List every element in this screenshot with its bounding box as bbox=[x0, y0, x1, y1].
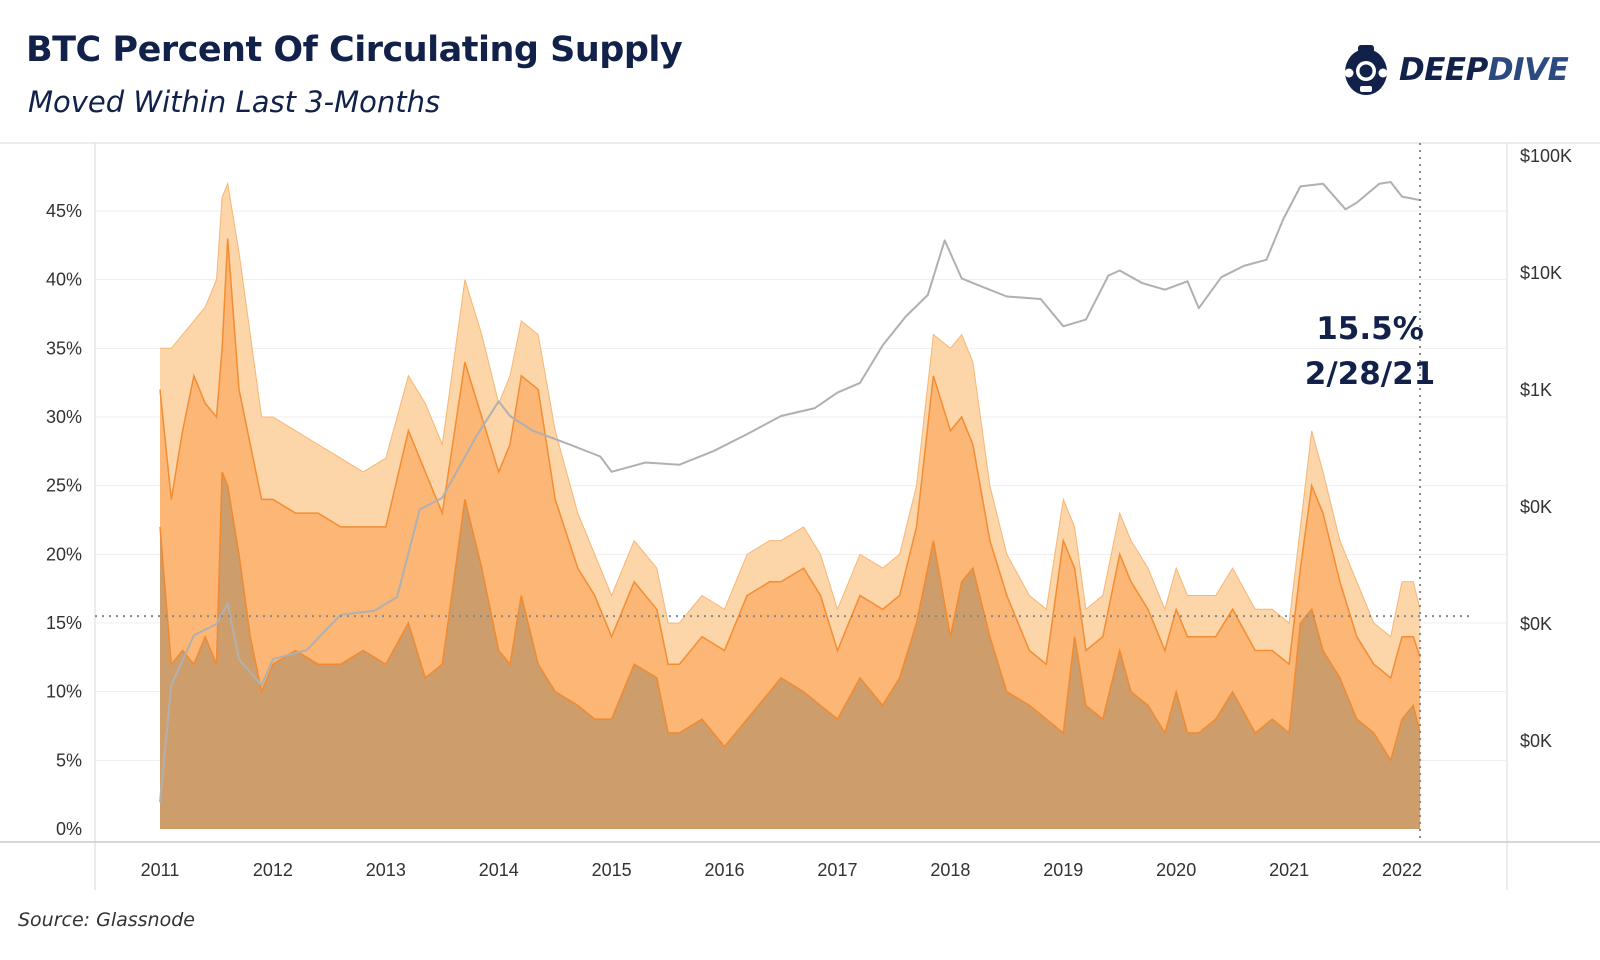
y-tick-label-left: 20% bbox=[46, 544, 82, 564]
diving-helmet-icon bbox=[1344, 45, 1388, 95]
y-tick-label-left: 10% bbox=[46, 682, 82, 702]
y-tick-label-left: 30% bbox=[46, 407, 82, 427]
y-tick-label-left: 25% bbox=[46, 476, 82, 496]
y-tick-label-left: 15% bbox=[46, 613, 82, 633]
x-tick-label: 2013 bbox=[366, 860, 406, 880]
annotation-value: 15.5% bbox=[1316, 311, 1424, 347]
deepdive-logo: DEEPDIVE bbox=[1343, 40, 1569, 100]
area-edge-1 bbox=[160, 181, 1421, 638]
logo-word-dive: DIVE bbox=[1487, 52, 1569, 88]
x-tick-label: 2018 bbox=[930, 860, 970, 880]
y-tick-label-left: 45% bbox=[46, 201, 82, 221]
x-tick-label: 2015 bbox=[592, 860, 632, 880]
y-tick-label-right: $0K bbox=[1520, 731, 1552, 751]
source-note: Source: Glassnode bbox=[18, 909, 195, 931]
x-tick-label: 2016 bbox=[705, 860, 745, 880]
x-tick-label: 2011 bbox=[141, 860, 180, 880]
logo-word-deep: DEEP bbox=[1399, 52, 1488, 88]
y-tick-label-right: $1K bbox=[1520, 380, 1552, 400]
annotation-date: 2/28/21 bbox=[1305, 356, 1436, 392]
x-tick-label: 2020 bbox=[1156, 860, 1196, 880]
y-tick-label-right: $0K bbox=[1520, 497, 1552, 517]
area-edge-2 bbox=[159, 238, 1421, 680]
y-tick-label-left: 5% bbox=[56, 750, 82, 770]
y-tick-label-left: 40% bbox=[46, 270, 82, 290]
y-tick-label-right: $100K bbox=[1520, 146, 1572, 166]
x-tick-label: 2019 bbox=[1043, 860, 1083, 880]
x-tick-label: 2012 bbox=[253, 860, 293, 880]
x-tick-label: 2022 bbox=[1382, 860, 1422, 880]
y-tick-label-right: $10K bbox=[1520, 263, 1562, 283]
y-tick-label-left: 0% bbox=[56, 819, 82, 839]
logo-wordmark: DEEPDIVE bbox=[1399, 52, 1569, 88]
y-tick-label-left: 35% bbox=[46, 338, 82, 358]
chart-title: BTC Percent Of Circulating Supply bbox=[26, 30, 683, 70]
chart-subtitle: Moved Within Last 3-Months bbox=[28, 85, 441, 119]
x-tick-label: 2021 bbox=[1269, 860, 1309, 880]
x-tick-label: 2014 bbox=[479, 860, 519, 880]
area-edge-3 bbox=[159, 471, 1421, 763]
btc-price-line bbox=[159, 181, 1421, 803]
y-tick-label-right: $0K bbox=[1520, 614, 1552, 634]
x-tick-label: 2017 bbox=[817, 860, 857, 880]
area-series-3 bbox=[160, 471, 1421, 829]
